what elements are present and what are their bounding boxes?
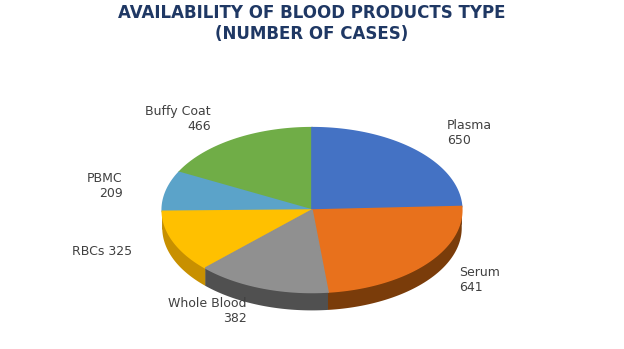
Text: PBMC
209: PBMC 209 bbox=[87, 172, 122, 200]
Text: Whole Blood
382: Whole Blood 382 bbox=[168, 297, 246, 325]
Polygon shape bbox=[205, 210, 312, 286]
Text: Buffy Coat
466: Buffy Coat 466 bbox=[145, 105, 211, 133]
Polygon shape bbox=[312, 210, 328, 310]
Polygon shape bbox=[205, 210, 312, 286]
Text: Plasma
650: Plasma 650 bbox=[447, 119, 492, 147]
Polygon shape bbox=[162, 172, 312, 211]
Polygon shape bbox=[205, 210, 328, 292]
Polygon shape bbox=[312, 207, 462, 228]
Polygon shape bbox=[179, 128, 312, 210]
Title: AVAILABILITY OF BLOOD PRODUCTS TYPE
(NUMBER OF CASES): AVAILABILITY OF BLOOD PRODUCTS TYPE (NUM… bbox=[119, 4, 505, 43]
Polygon shape bbox=[312, 207, 462, 292]
Text: Serum
641: Serum 641 bbox=[459, 266, 500, 294]
Polygon shape bbox=[205, 268, 328, 310]
Polygon shape bbox=[162, 210, 312, 229]
Polygon shape bbox=[162, 210, 312, 229]
Polygon shape bbox=[312, 210, 328, 310]
Polygon shape bbox=[162, 211, 205, 286]
Polygon shape bbox=[312, 207, 462, 228]
Text: RBCs 325: RBCs 325 bbox=[72, 245, 132, 258]
Polygon shape bbox=[162, 210, 312, 268]
Polygon shape bbox=[312, 128, 462, 210]
Polygon shape bbox=[328, 211, 462, 310]
